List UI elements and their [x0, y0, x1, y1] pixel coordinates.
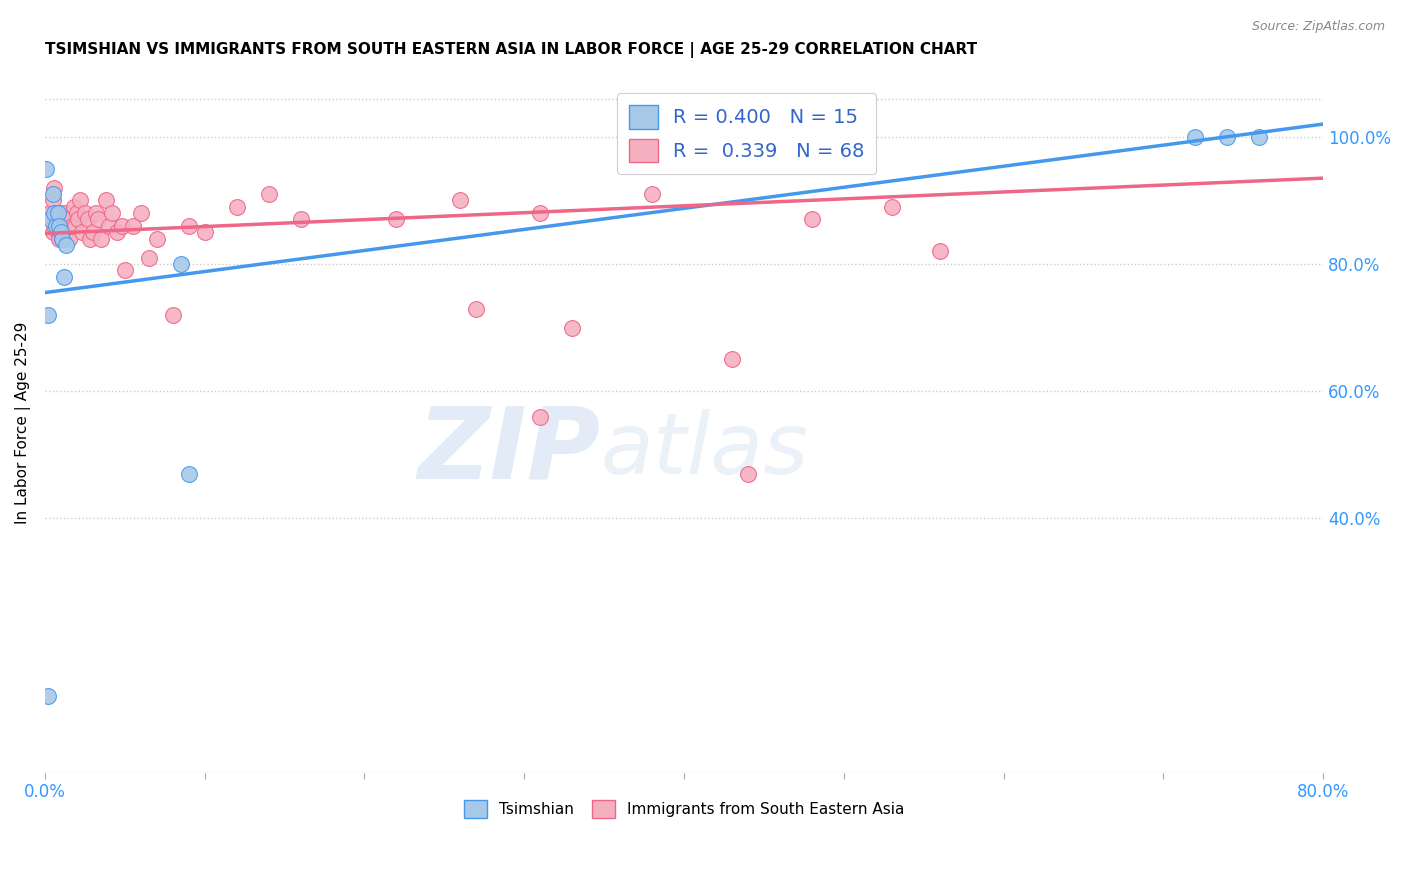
- Point: [529, 206, 551, 220]
- Point: [73, 206, 96, 220]
- Point: [59, 212, 82, 227]
- Point: [58, 219, 80, 233]
- Point: [114, 263, 136, 277]
- Point: [37, 308, 59, 322]
- Point: [51, 231, 73, 245]
- Point: [35, 161, 58, 176]
- Point: [77, 212, 100, 227]
- Point: [49, 225, 72, 239]
- Point: [49, 206, 72, 220]
- Point: [1249, 129, 1271, 144]
- Text: atlas: atlas: [600, 409, 808, 492]
- Point: [53, 269, 76, 284]
- Point: [138, 251, 160, 265]
- Point: [60, 219, 83, 233]
- Point: [55, 238, 77, 252]
- Point: [44, 219, 66, 233]
- Point: [880, 200, 903, 214]
- Point: [53, 206, 76, 220]
- Point: [97, 219, 120, 233]
- Point: [1216, 129, 1239, 144]
- Point: [121, 219, 143, 233]
- Point: [257, 187, 280, 202]
- Point: [48, 219, 70, 233]
- Point: [48, 231, 70, 245]
- Point: [800, 212, 823, 227]
- Point: [51, 212, 73, 227]
- Point: [42, 187, 65, 202]
- Point: [721, 352, 744, 367]
- Point: [177, 467, 200, 481]
- Point: [44, 206, 66, 220]
- Point: [82, 225, 104, 239]
- Point: [1184, 129, 1206, 144]
- Point: [90, 231, 112, 245]
- Point: [38, 212, 60, 227]
- Point: [105, 225, 128, 239]
- Point: [67, 212, 90, 227]
- Point: [465, 301, 488, 316]
- Point: [94, 194, 117, 208]
- Point: [55, 225, 77, 239]
- Point: [38, 206, 60, 220]
- Point: [45, 219, 67, 233]
- Point: [86, 212, 108, 227]
- Point: [62, 200, 84, 214]
- Point: [51, 231, 73, 245]
- Point: [110, 219, 132, 233]
- Point: [177, 219, 200, 233]
- Point: [162, 308, 184, 322]
- Point: [49, 225, 72, 239]
- Point: [529, 409, 551, 424]
- Point: [84, 206, 107, 220]
- Point: [48, 219, 70, 233]
- Point: [45, 212, 67, 227]
- Point: [46, 225, 69, 239]
- Point: [79, 231, 101, 245]
- Point: [53, 219, 76, 233]
- Point: [37, 690, 59, 704]
- Point: [928, 244, 950, 259]
- Point: [145, 231, 167, 245]
- Point: [385, 212, 408, 227]
- Text: TSIMSHIAN VS IMMIGRANTS FROM SOUTH EASTERN ASIA IN LABOR FORCE | AGE 25-29 CORRE: TSIMSHIAN VS IMMIGRANTS FROM SOUTH EASTE…: [45, 42, 977, 58]
- Point: [42, 194, 65, 208]
- Point: [449, 194, 471, 208]
- Point: [69, 194, 91, 208]
- Text: Source: ZipAtlas.com: Source: ZipAtlas.com: [1251, 20, 1385, 33]
- Point: [46, 206, 69, 220]
- Point: [39, 212, 62, 227]
- Point: [170, 257, 193, 271]
- Point: [55, 212, 77, 227]
- Text: ZIP: ZIP: [418, 402, 600, 500]
- Point: [194, 225, 217, 239]
- Point: [58, 231, 80, 245]
- Point: [66, 206, 89, 220]
- Y-axis label: In Labor Force | Age 25-29: In Labor Force | Age 25-29: [15, 322, 31, 524]
- Point: [56, 219, 79, 233]
- Point: [46, 206, 69, 220]
- Point: [65, 219, 87, 233]
- Point: [225, 200, 247, 214]
- Point: [49, 219, 72, 233]
- Point: [44, 180, 66, 194]
- Point: [45, 206, 67, 220]
- Point: [101, 206, 124, 220]
- Point: [737, 467, 759, 481]
- Point: [641, 187, 664, 202]
- Point: [561, 320, 583, 334]
- Point: [42, 225, 65, 239]
- Legend: Tsimshian, Immigrants from South Eastern Asia: Tsimshian, Immigrants from South Eastern…: [457, 794, 911, 824]
- Point: [70, 225, 93, 239]
- Point: [129, 206, 152, 220]
- Point: [290, 212, 312, 227]
